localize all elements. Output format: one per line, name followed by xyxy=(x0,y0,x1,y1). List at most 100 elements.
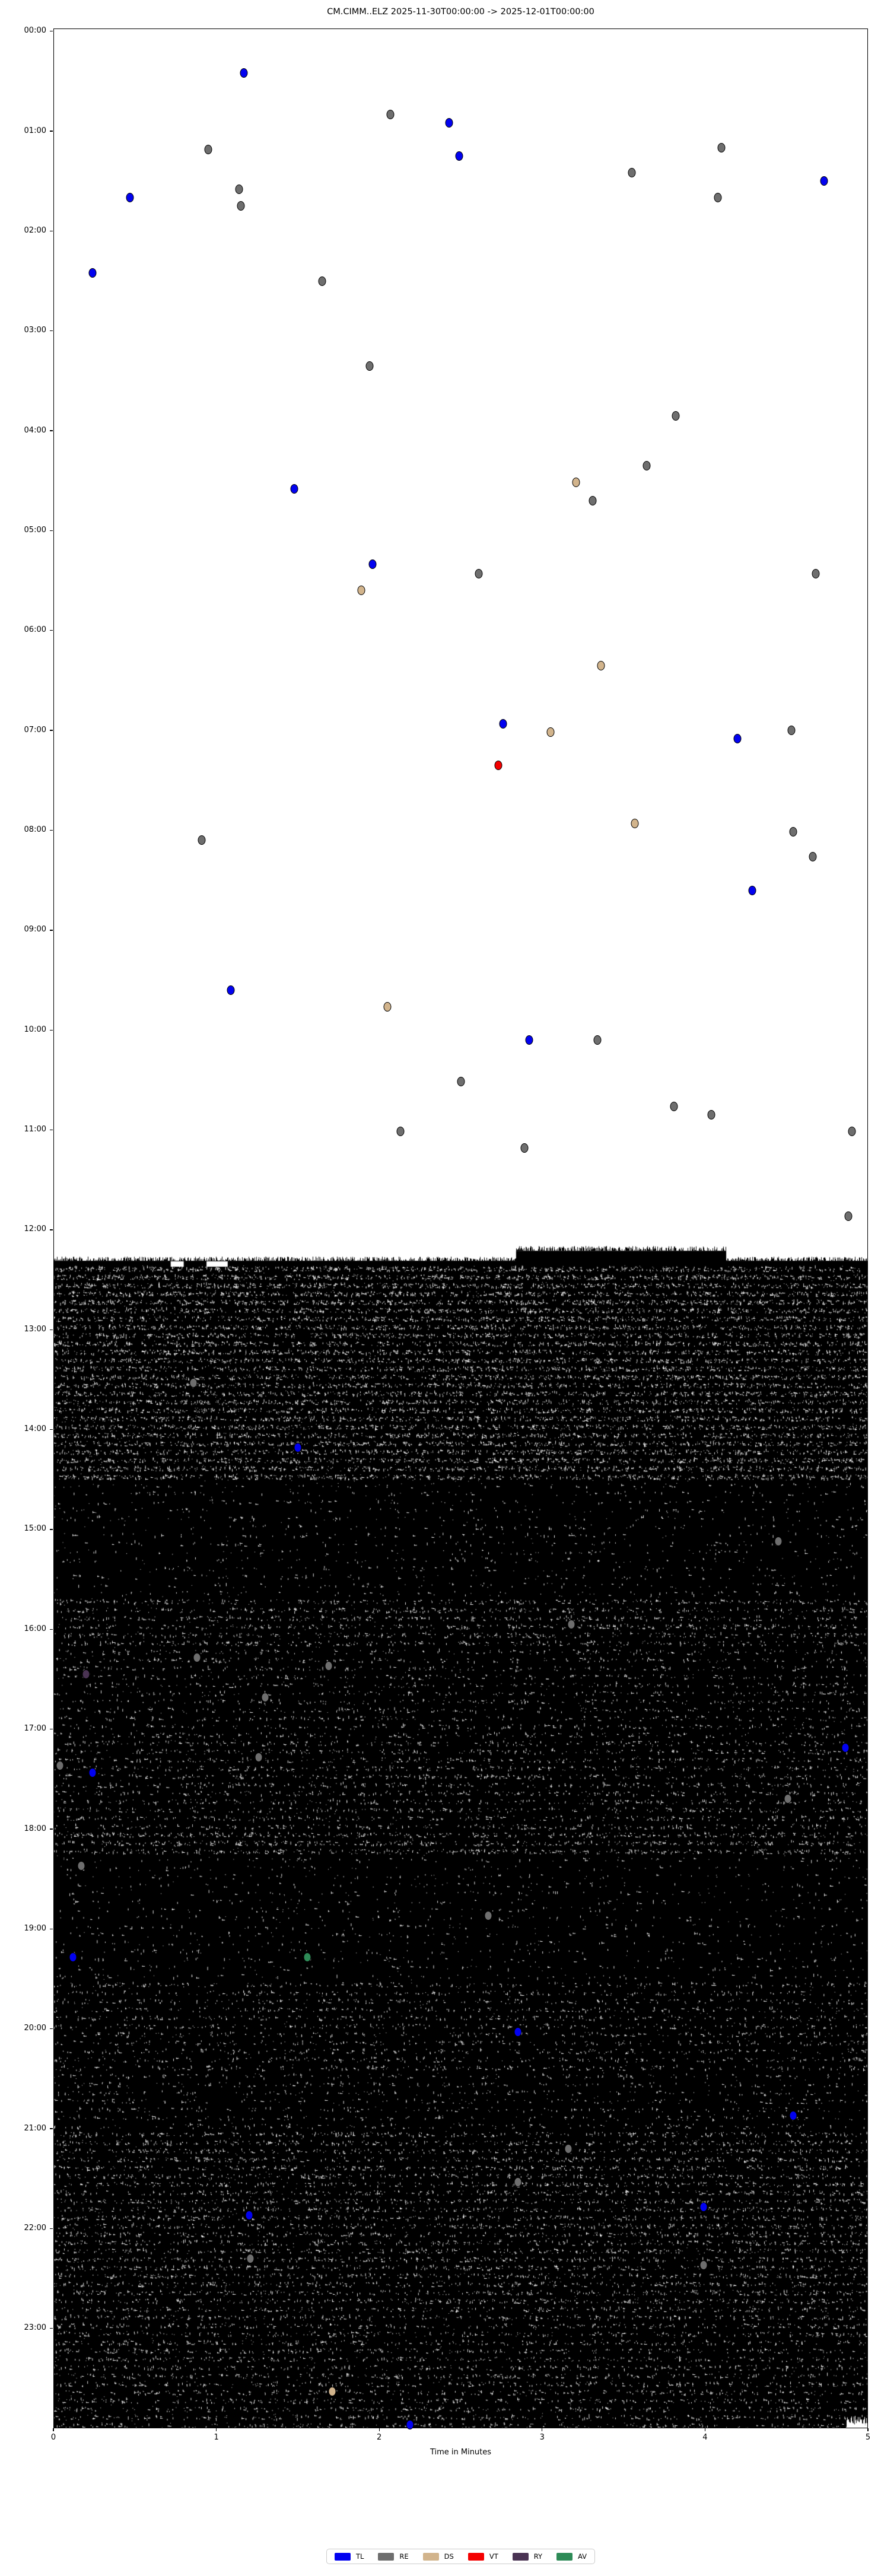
y-tick-label: 06:00 xyxy=(24,625,46,635)
y-tick-label: 15:00 xyxy=(24,1524,46,1534)
event-marker-tl xyxy=(88,268,97,278)
event-marker-re xyxy=(809,852,817,862)
event-marker-tl xyxy=(294,1443,302,1453)
event-marker-re xyxy=(235,185,243,195)
event-marker-re xyxy=(56,1761,64,1771)
event-marker-tl xyxy=(368,559,377,569)
y-tick-label: 23:00 xyxy=(24,2323,46,2333)
event-marker-ds xyxy=(572,478,580,488)
x-tick-mark xyxy=(379,2428,380,2431)
waveform-noise-canvas xyxy=(53,28,868,2428)
y-tick-mark xyxy=(50,530,53,532)
y-tick-label: 05:00 xyxy=(24,525,46,535)
y-tick-label: 10:00 xyxy=(24,1025,46,1034)
event-marker-re xyxy=(670,1102,678,1112)
event-marker-re xyxy=(396,1127,405,1137)
event-marker-tl xyxy=(290,484,298,494)
event-marker-re xyxy=(77,1861,85,1871)
event-marker-re xyxy=(643,461,651,471)
event-marker-tl xyxy=(514,2027,522,2037)
event-marker-re xyxy=(514,2177,522,2187)
y-tick-label: 04:00 xyxy=(24,425,46,435)
legend-item-re: RE xyxy=(378,2552,409,2561)
y-tick-label: 07:00 xyxy=(24,725,46,734)
x-tick-label: 3 xyxy=(539,2433,545,2442)
y-tick-label: 08:00 xyxy=(24,825,46,834)
event-marker-tl xyxy=(733,734,742,744)
legend-label: RY xyxy=(533,2552,543,2561)
y-tick-mark xyxy=(50,430,53,431)
event-marker-re xyxy=(784,1794,792,1804)
x-tick-label: 4 xyxy=(702,2433,708,2442)
event-marker-re xyxy=(628,168,636,178)
event-marker-re xyxy=(593,1035,602,1045)
legend-swatch-av xyxy=(556,2552,573,2561)
event-marker-tl xyxy=(820,176,828,186)
y-tick-label: 11:00 xyxy=(24,1125,46,1134)
event-marker-tl xyxy=(445,118,453,128)
event-marker-tl xyxy=(789,2110,797,2120)
y-tick-mark xyxy=(50,1429,53,1430)
x-axis-title: Time in Minutes xyxy=(430,2448,492,2457)
event-marker-re xyxy=(848,1127,856,1137)
event-marker-tl xyxy=(69,1952,77,1963)
event-marker-tl xyxy=(499,718,507,729)
event-marker-tl xyxy=(748,885,756,895)
y-tick-label: 12:00 xyxy=(24,1225,46,1234)
y-tick-mark xyxy=(50,630,53,631)
y-tick-mark xyxy=(50,1229,53,1230)
event-marker-re xyxy=(198,835,206,845)
y-tick-label: 14:00 xyxy=(24,1424,46,1434)
y-tick-mark xyxy=(50,2128,53,2129)
x-tick-label: 5 xyxy=(865,2433,871,2442)
legend-item-vt: VT xyxy=(467,2552,498,2561)
event-marker-tl xyxy=(525,1035,533,1045)
event-marker-tl xyxy=(227,985,235,995)
legend-swatch-ds xyxy=(422,2552,439,2561)
event-marker-re xyxy=(564,2144,573,2154)
event-marker-re xyxy=(699,2260,708,2270)
y-tick-label: 17:00 xyxy=(24,1724,46,1734)
event-marker-re xyxy=(812,569,820,579)
event-marker-tl xyxy=(126,193,134,203)
event-marker-re xyxy=(386,109,395,119)
event-marker-re xyxy=(365,361,374,371)
event-marker-re xyxy=(475,569,483,579)
legend-swatch-ry xyxy=(512,2552,529,2561)
legend-swatch-re xyxy=(378,2552,395,2561)
event-marker-av xyxy=(303,1952,311,1963)
event-marker-re xyxy=(484,1910,492,1920)
event-marker-re xyxy=(774,1536,783,1546)
event-marker-re xyxy=(325,1661,333,1671)
event-marker-re xyxy=(589,495,597,505)
legend: TL RE DS VT RY AV xyxy=(53,2549,868,2564)
event-marker-ds xyxy=(546,727,555,737)
y-tick-label: 03:00 xyxy=(24,326,46,335)
event-marker-tl xyxy=(455,151,463,161)
y-tick-label: 19:00 xyxy=(24,1923,46,1933)
y-tick-mark xyxy=(50,2228,53,2230)
y-tick-mark xyxy=(50,829,53,831)
y-tick-label: 16:00 xyxy=(24,1624,46,1633)
event-marker-tl xyxy=(245,2210,253,2220)
legend-swatch-tl xyxy=(334,2552,351,2561)
event-marker-re xyxy=(255,1753,263,1763)
event-marker-re xyxy=(707,1110,715,1120)
event-marker-re xyxy=(787,726,796,736)
y-tick-label: 22:00 xyxy=(24,2223,46,2232)
event-marker-re xyxy=(844,1211,853,1222)
event-marker-tl xyxy=(841,1742,850,1753)
event-marker-re xyxy=(204,144,212,154)
chart-title: CM.CIMM..ELZ 2025-11-30T00:00:00 -> 2025… xyxy=(327,7,594,17)
legend-swatch-vt xyxy=(467,2552,484,2561)
y-tick-mark xyxy=(50,1828,53,1830)
legend-item-ry: RY xyxy=(512,2552,543,2561)
x-tick-label: 1 xyxy=(214,2433,219,2442)
y-tick-label: 09:00 xyxy=(24,925,46,934)
legend-label: TL xyxy=(355,2552,364,2561)
event-marker-re xyxy=(717,143,726,153)
event-marker-re xyxy=(237,201,245,211)
event-marker-re xyxy=(714,193,722,203)
event-marker-tl xyxy=(406,2420,414,2430)
